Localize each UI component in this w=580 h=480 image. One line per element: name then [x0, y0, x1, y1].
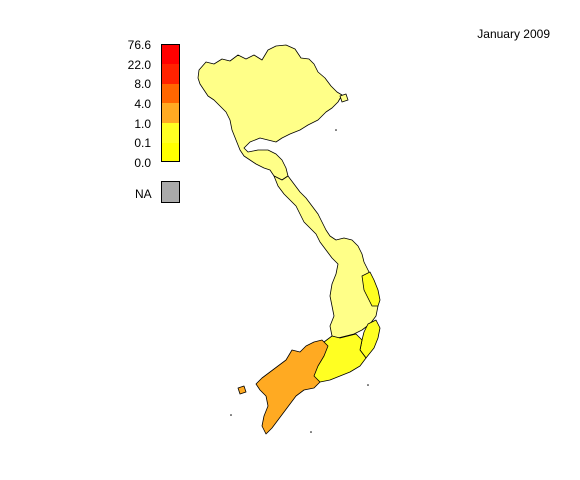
island-dot	[310, 431, 312, 433]
province-region-south-central-coast	[359, 319, 381, 359]
province-region-central	[273, 175, 379, 339]
legend-label: 1.0	[134, 117, 151, 131]
legend-label: 0.1	[134, 136, 151, 150]
map-title: January 2009	[477, 27, 550, 41]
legend-swatch	[161, 103, 180, 123]
legend-swatch	[161, 84, 180, 103]
legend-label: 4.0	[134, 97, 151, 111]
na-label: NA	[135, 187, 152, 201]
legend-label: 0.0	[134, 156, 151, 170]
na-swatch	[161, 181, 180, 203]
legend-swatch	[161, 64, 180, 84]
province-region-south-central-coast	[361, 271, 381, 307]
province-region-north	[197, 44, 343, 181]
legend-swatch	[161, 123, 180, 143]
legend-swatch	[161, 44, 180, 64]
legend-label: 8.0	[134, 77, 151, 91]
island-dot	[335, 129, 337, 131]
legend-label: 76.6	[127, 38, 151, 52]
island	[339, 93, 349, 103]
legend-label: 22.0	[127, 58, 151, 72]
island	[237, 385, 247, 395]
legend-swatch	[161, 143, 180, 162]
island-dot	[367, 384, 369, 386]
island-dot	[230, 414, 232, 416]
province-region-mekong	[255, 339, 329, 435]
